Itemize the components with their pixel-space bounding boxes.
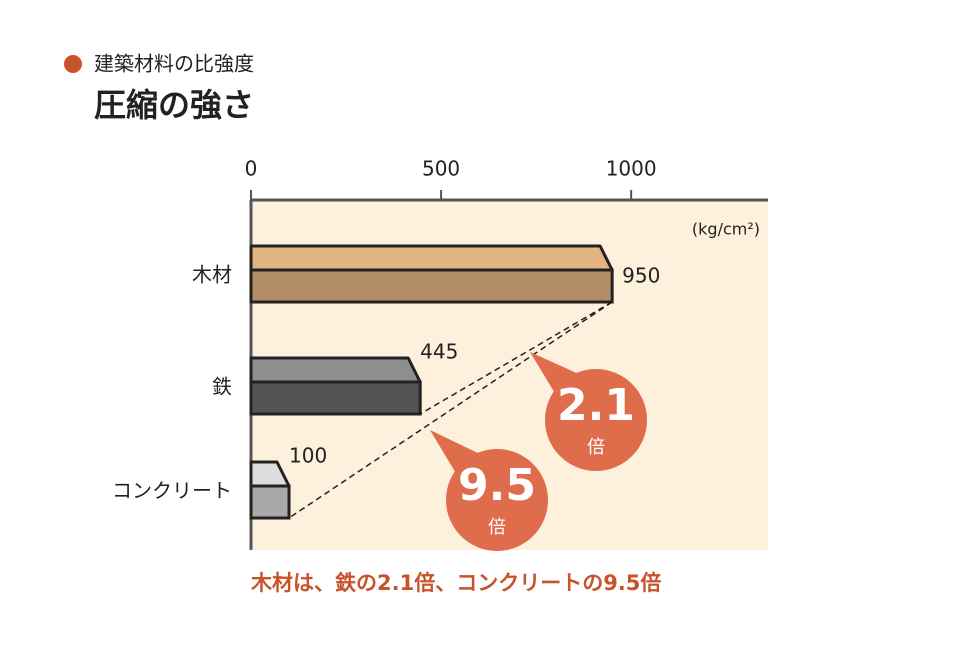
x-tick-label: 500 [422, 157, 460, 181]
bar [249, 484, 291, 520]
chart-title: 圧縮の強さ [94, 86, 254, 124]
guide-line [419, 301, 613, 415]
y-tick-label: 鉄 [212, 375, 232, 399]
bar [249, 268, 614, 304]
value-label: 445 [420, 340, 458, 364]
bullet [64, 55, 82, 73]
callout-unit: 倍 [488, 517, 506, 538]
caption: 木材は、鉄の2.1倍、コンクリートの9.5倍 [250, 571, 661, 595]
bar-top [249, 244, 614, 272]
guide-line [288, 301, 613, 519]
callout-value: 2.1 [557, 380, 635, 431]
unit-label: (kg/cm²) [692, 220, 760, 239]
value-label: 950 [622, 264, 660, 288]
y-tick-label: 木材 [192, 263, 232, 287]
bar [249, 380, 422, 416]
callout-unit: 倍 [587, 437, 605, 458]
callout [545, 369, 647, 471]
callout [446, 449, 548, 551]
chart-subtitle: 建築材料の比強度 [94, 52, 254, 76]
value-label: 100 [289, 444, 327, 468]
x-tick-label: 1000 [606, 157, 657, 181]
callout-value: 9.5 [458, 460, 536, 511]
y-tick-label: コンクリート [112, 479, 232, 503]
bar-top [249, 356, 422, 384]
x-tick-label: 0 [245, 157, 258, 181]
